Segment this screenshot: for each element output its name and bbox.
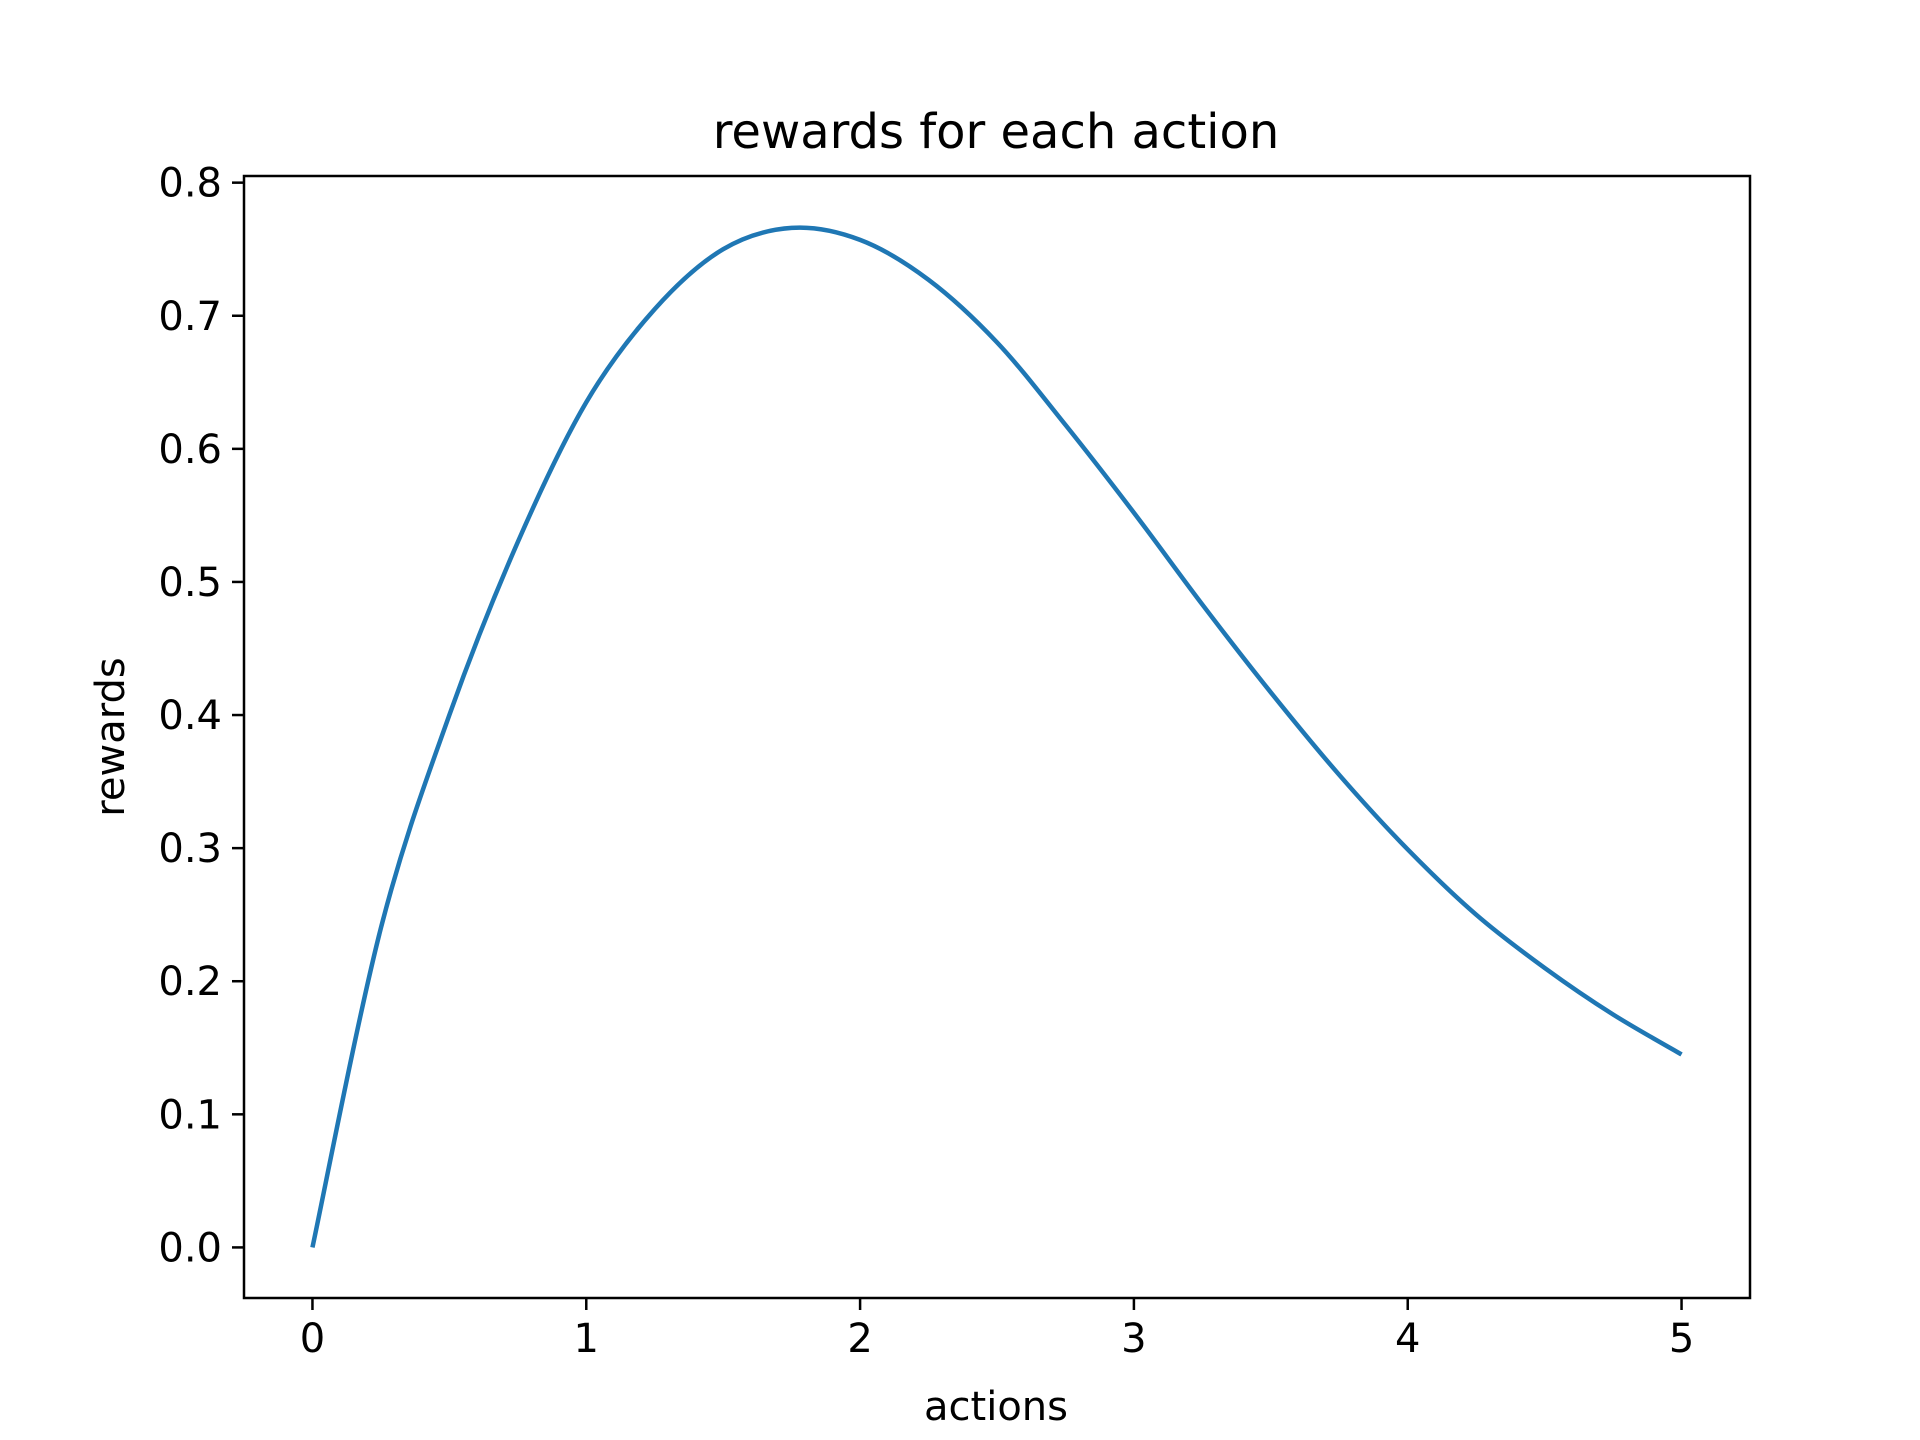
y-tick-label: 0.7 — [158, 294, 222, 340]
x-tick-label: 0 — [300, 1316, 325, 1362]
chart-title: rewards for each action — [713, 104, 1280, 160]
y-tick-label: 0.5 — [158, 560, 222, 606]
plot-frame — [242, 174, 1752, 1300]
y-tick-label: 0.4 — [158, 693, 222, 739]
series-line-rewards — [310, 225, 1683, 1248]
y-axis: 0.0 0.1 0.2 0.3 0.4 0.5 0.6 0.7 0.8 — [158, 161, 244, 1271]
y-tick-label: 0.1 — [158, 1092, 222, 1138]
y-tick-label: 0.3 — [158, 826, 222, 872]
y-tick-label: 0.2 — [158, 959, 222, 1005]
x-tick-label: 5 — [1669, 1316, 1694, 1362]
x-axis: 0 1 2 3 4 5 — [300, 1298, 1694, 1362]
x-axis-label: actions — [924, 1384, 1068, 1430]
y-tick-label: 0.0 — [158, 1225, 222, 1271]
y-axis-label: rewards — [88, 657, 134, 816]
x-tick-label: 4 — [1395, 1316, 1420, 1362]
x-tick-label: 2 — [847, 1316, 872, 1362]
y-tick-label: 0.6 — [158, 427, 222, 473]
x-tick-label: 3 — [1121, 1316, 1146, 1362]
y-tick-label: 0.8 — [158, 161, 222, 207]
x-tick-label: 1 — [574, 1316, 599, 1362]
